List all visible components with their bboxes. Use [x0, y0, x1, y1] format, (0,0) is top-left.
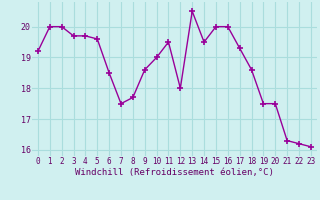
- X-axis label: Windchill (Refroidissement éolien,°C): Windchill (Refroidissement éolien,°C): [75, 168, 274, 177]
